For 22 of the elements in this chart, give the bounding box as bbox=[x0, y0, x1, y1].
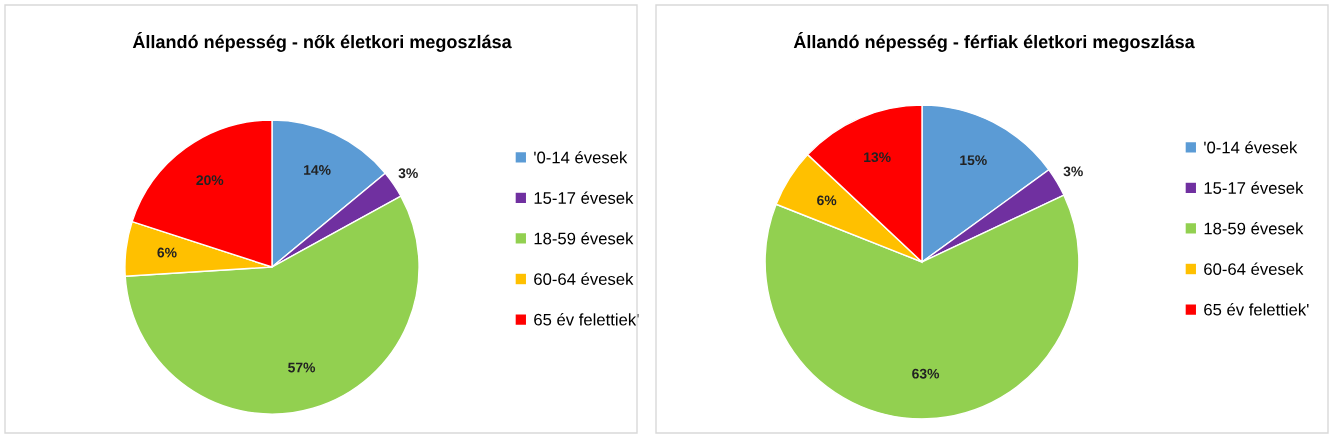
data-label: 3% bbox=[1063, 166, 1083, 177]
data-label: 57% bbox=[288, 362, 316, 373]
chart-title: Állandó népesség - nők életkori megoszlása bbox=[132, 32, 512, 52]
legend-label: 18-59 évesek bbox=[534, 232, 634, 245]
legend-label: '0-14 évesek bbox=[1204, 140, 1298, 154]
legend-label: 60-64 évesek bbox=[1204, 262, 1304, 276]
data-label: 14% bbox=[304, 165, 331, 175]
legend-label: 15-17 évesek bbox=[1204, 181, 1304, 194]
data-label: 13% bbox=[864, 152, 891, 163]
data-label: 63% bbox=[912, 368, 940, 379]
legend-label: 65 év felettiek' bbox=[1204, 303, 1309, 316]
data-label: 6% bbox=[817, 195, 837, 206]
data-label: 3% bbox=[398, 168, 418, 179]
data-label: 20% bbox=[196, 175, 224, 186]
legend-label: 18-59 évesek bbox=[1204, 222, 1304, 235]
legend-label: '0-14 évesek bbox=[534, 150, 628, 164]
legend-label: 60-64 évesek bbox=[534, 272, 634, 286]
legend-label: 15-17 évesek bbox=[534, 191, 634, 204]
legend-label: 65 év felettiek' bbox=[534, 313, 639, 326]
data-label: 15% bbox=[960, 155, 987, 166]
data-label: 6% bbox=[157, 247, 177, 258]
chart-title: Állandó népesség - férfiak életkori megoszlása bbox=[793, 32, 1195, 52]
